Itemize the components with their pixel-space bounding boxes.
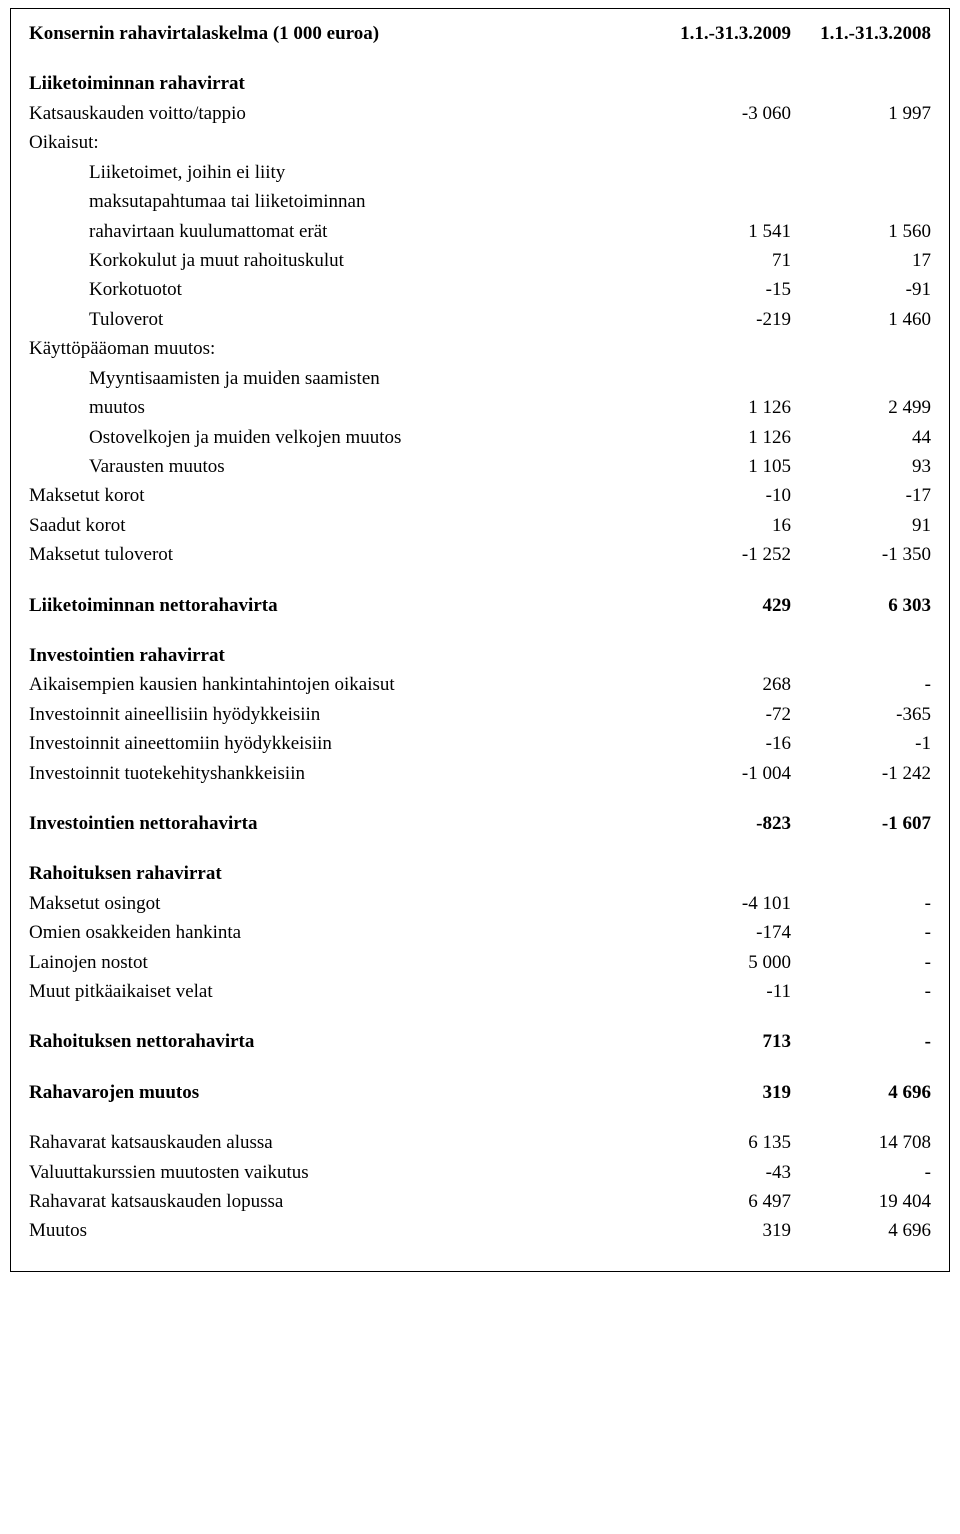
table-row: Omien osakkeiden hankinta -174 - <box>29 918 931 947</box>
table-row: Katsauskauden voitto/tappio -3 060 1 997 <box>29 99 931 128</box>
table-row: Maksetut korot -10 -17 <box>29 481 931 510</box>
table-row: Lainojen nostot 5 000 - <box>29 948 931 977</box>
section-net-row: Liiketoiminnan nettorahavirta 429 6 303 <box>29 591 931 620</box>
table-row: Saadut korot 16 91 <box>29 511 931 540</box>
table-row: maksutapahtumaa tai liiketoiminnan <box>29 187 931 216</box>
table-row: Myyntisaamisten ja muiden saamisten <box>29 364 931 393</box>
section-title: Rahoituksen rahavirrat <box>29 859 931 888</box>
table-row: Tuloverot -219 1 460 <box>29 305 931 334</box>
section-title: Liiketoiminnan rahavirrat <box>29 69 931 98</box>
table-row: Liiketoimet, joihin ei liity <box>29 158 931 187</box>
page-title: Konsernin rahavirtalaskelma (1 000 euroa… <box>29 19 651 48</box>
col-header-2: 1.1.-31.3.2008 <box>791 19 931 48</box>
col-header-1: 1.1.-31.3.2009 <box>651 19 791 48</box>
table-row: Korkotuotot -15 -91 <box>29 275 931 304</box>
section-net-row: Rahoituksen nettorahavirta 713 - <box>29 1027 931 1056</box>
table-row: Investoinnit tuotekehityshankkeisiin -1 … <box>29 759 931 788</box>
table-row: Käyttöpääoman muutos: <box>29 334 931 363</box>
table-row: rahavirtaan kuulumattomat erät 1 541 1 5… <box>29 217 931 246</box>
table-row: Investoinnit aineettomiin hyödykkeisiin … <box>29 729 931 758</box>
table-row: muutos 1 126 2 499 <box>29 393 931 422</box>
table-row: Ostovelkojen ja muiden velkojen muutos 1… <box>29 423 931 452</box>
table-row: Investoinnit aineellisiin hyödykkeisiin … <box>29 700 931 729</box>
table-row: Rahavarat katsauskauden lopussa 6 497 19… <box>29 1187 931 1216</box>
table-row: Rahavarat katsauskauden alussa 6 135 14 … <box>29 1128 931 1157</box>
table-row: Oikaisut: <box>29 128 931 157</box>
table-row: Maksetut tuloverot -1 252 -1 350 <box>29 540 931 569</box>
table-row: Korkokulut ja muut rahoituskulut 71 17 <box>29 246 931 275</box>
section-net-row: Rahavarojen muutos 319 4 696 <box>29 1078 931 1107</box>
table-row: Varausten muutos 1 105 93 <box>29 452 931 481</box>
table-row: Muutos 319 4 696 <box>29 1216 931 1245</box>
table-row: Aikaisempien kausien hankintahintojen oi… <box>29 670 931 699</box>
section-title: Investointien rahavirrat <box>29 641 931 670</box>
section-net-row: Investointien nettorahavirta -823 -1 607 <box>29 809 931 838</box>
cashflow-table: Konsernin rahavirtalaskelma (1 000 euroa… <box>10 8 950 1272</box>
table-row: Valuuttakurssien muutosten vaikutus -43 … <box>29 1158 931 1187</box>
table-row: Maksetut osingot -4 101 - <box>29 889 931 918</box>
table-row: Muut pitkäaikaiset velat -11 - <box>29 977 931 1006</box>
header-row: Konsernin rahavirtalaskelma (1 000 euroa… <box>29 19 931 48</box>
